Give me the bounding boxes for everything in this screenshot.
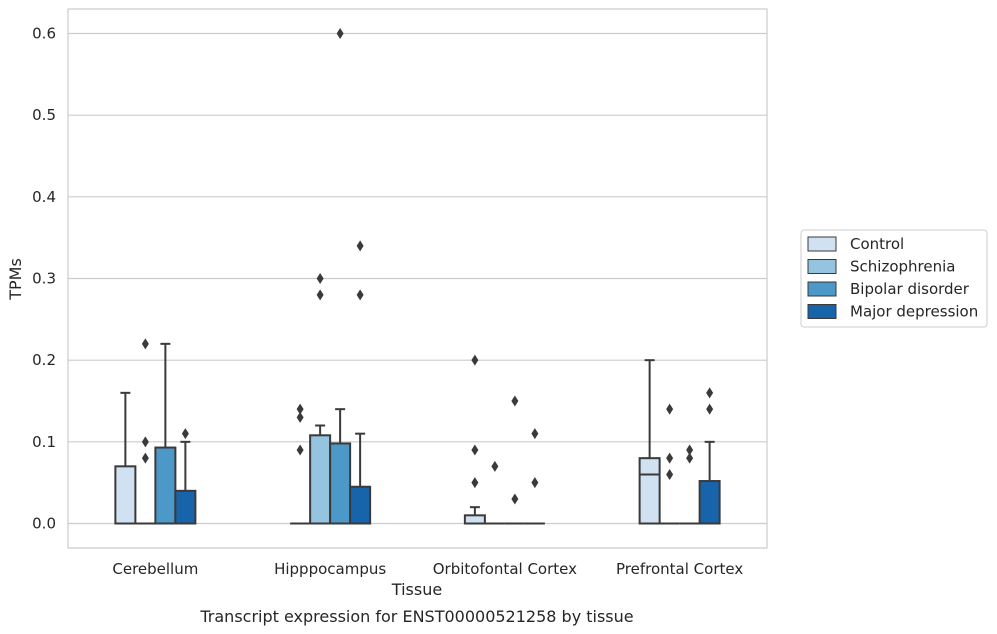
outlier-point xyxy=(686,444,694,456)
outlier-point xyxy=(356,289,364,301)
box-major-depression xyxy=(349,240,372,525)
box-body xyxy=(698,480,721,525)
outlier-point xyxy=(296,444,304,456)
box-schizophrenia xyxy=(309,273,332,525)
box-body xyxy=(463,514,486,525)
box-control xyxy=(638,359,661,525)
outlier-point xyxy=(316,273,324,284)
outlier-point xyxy=(666,469,674,480)
box-bipolar-disorder xyxy=(329,28,352,525)
outlier-point xyxy=(531,428,539,440)
boxes-layer xyxy=(114,28,721,525)
outlier-point xyxy=(706,403,714,415)
x-tick-label: Orbitofontal Cortex xyxy=(433,560,577,578)
y-axis-label: TPMs xyxy=(6,258,25,301)
box-body xyxy=(638,457,661,525)
outlier-point xyxy=(511,395,519,407)
box-body xyxy=(114,465,137,525)
outlier-point xyxy=(471,444,479,456)
legend-entry: Schizophrenia xyxy=(850,258,955,276)
box-body xyxy=(349,485,372,525)
outlier-point xyxy=(491,460,499,472)
box-control xyxy=(290,403,311,525)
outlier-point xyxy=(666,452,674,464)
outlier-point xyxy=(336,28,344,39)
box-bipolar-disorder xyxy=(679,444,700,525)
box-body xyxy=(309,434,332,525)
outlier-point xyxy=(471,477,479,489)
y-tick-label: 0.6 xyxy=(32,25,56,43)
outlier-point xyxy=(141,436,149,448)
box-bipolar-disorder xyxy=(154,342,177,525)
y-tick-label: 0.4 xyxy=(32,188,56,206)
legend-swatch xyxy=(807,281,837,297)
y-tick-label: 0.1 xyxy=(32,433,56,451)
x-axis-label: Tissue xyxy=(391,580,442,599)
x-tick-label: Prefrontal Cortex xyxy=(616,560,743,578)
outlier-point xyxy=(471,354,479,366)
legend-entry: Major depression xyxy=(850,303,978,321)
x-tick-labels: Cerebellum Hipppocampus Orbitofontal Corte… xyxy=(112,560,743,578)
outlier-point xyxy=(296,403,304,415)
box-major-depression xyxy=(698,387,721,525)
outlier-point xyxy=(316,289,324,301)
legend-swatch xyxy=(807,259,837,274)
legend-entry: Bipolar disorder xyxy=(850,280,970,298)
legend-entry: Control xyxy=(850,235,904,253)
box-body xyxy=(174,489,197,525)
box-bipolar-disorder xyxy=(504,395,525,525)
legend-swatch xyxy=(807,236,837,252)
legend-frame xyxy=(800,229,988,328)
box-control xyxy=(114,391,137,525)
outlier-point xyxy=(531,477,539,489)
x-tick-label: Cerebellum xyxy=(112,560,198,578)
outlier-point xyxy=(686,452,694,464)
outlier-point xyxy=(181,428,189,440)
outlier-point xyxy=(141,338,149,350)
outlier-point xyxy=(296,411,304,423)
y-tick-label: 0.0 xyxy=(32,515,56,533)
chart-caption: Transcript expression for ENST0000052125… xyxy=(199,607,633,626)
box-schizophrenia xyxy=(659,403,680,525)
legend-swatch xyxy=(807,304,837,319)
y-tick-label: 0.5 xyxy=(32,106,56,124)
box-body xyxy=(329,442,352,525)
outlier-point xyxy=(356,240,364,252)
y-tick-label: 0.3 xyxy=(32,270,56,288)
plot-frame xyxy=(67,8,768,549)
box-schizophrenia xyxy=(484,460,505,525)
outlier-point xyxy=(141,452,149,464)
box-body xyxy=(154,446,177,525)
outlier-point xyxy=(511,493,519,505)
box-schizophrenia xyxy=(135,338,156,525)
y-tick-labels: 0.0 0.1 0.2 0.3 0.4 0.5 0.6 xyxy=(32,25,56,533)
box-major-depression xyxy=(174,428,197,525)
box-control xyxy=(463,354,486,525)
y-tick-label: 0.2 xyxy=(32,351,56,369)
outlier-point xyxy=(666,403,674,415)
box-major-depression xyxy=(524,428,545,525)
x-tick-label: Hipppocampus xyxy=(274,560,386,578)
outlier-point xyxy=(706,387,714,399)
legend: Control Schizophrenia Bipolar disorder Majo… xyxy=(800,229,988,328)
